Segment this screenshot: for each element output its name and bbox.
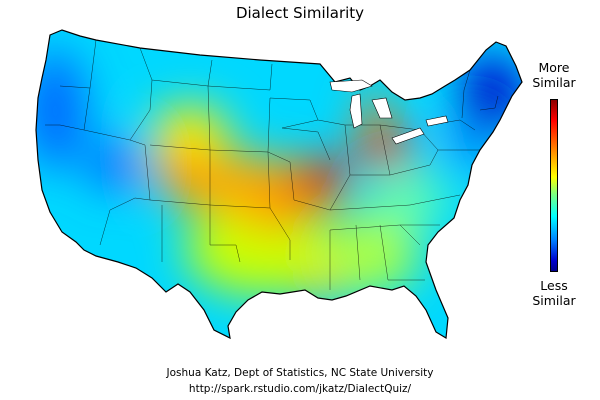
source-url: http://spark.rstudio.com/jkatz/DialectQu… — [188, 383, 412, 395]
map-title: Dialect Similarity — [235, 4, 365, 22]
author-credit: Joshua Katz, Dept of Statistics, NC Stat… — [166, 367, 434, 379]
legend-low-label: Less Similar — [532, 278, 576, 308]
color-scale-bar — [550, 99, 558, 272]
legend-high-label: More Similar — [532, 60, 576, 90]
